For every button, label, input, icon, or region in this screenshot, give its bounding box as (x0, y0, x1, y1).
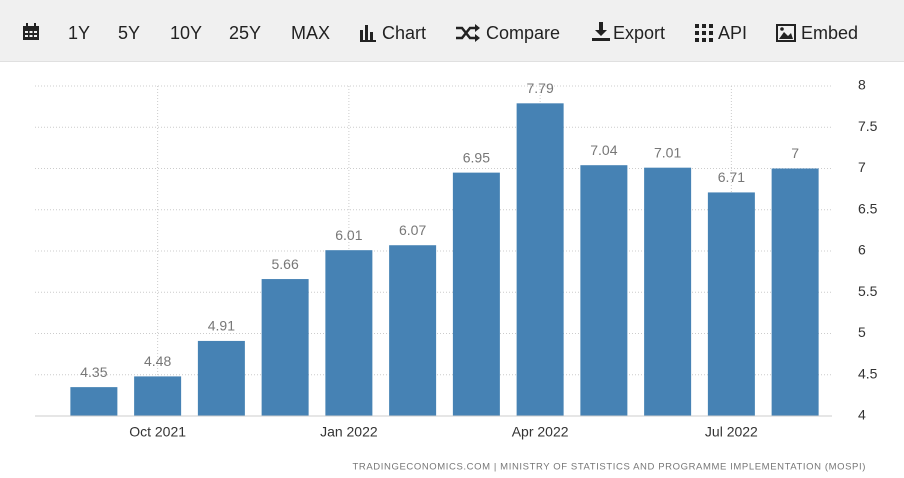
range-10y[interactable]: 10Y (170, 23, 203, 43)
bar (134, 376, 182, 416)
bar (70, 387, 118, 416)
bar (707, 192, 755, 416)
embed-button[interactable]: Embed (801, 23, 859, 43)
bar (580, 165, 628, 416)
y-tick-label: 6.5 (858, 200, 878, 216)
range-25y[interactable]: 25Y (229, 23, 262, 43)
value-label: 5.66 (272, 256, 299, 272)
value-label: 6.07 (399, 222, 426, 238)
bar (644, 167, 692, 416)
y-tick-label: 4.5 (858, 365, 878, 381)
value-label: 4.35 (80, 364, 107, 380)
toolbar: 1Y 5Y 10Y 25Y MAX Chart Compare Export A… (0, 0, 904, 62)
compare-button[interactable]: Compare (486, 23, 561, 43)
bar (197, 340, 245, 416)
x-tick-label: Jan 2022 (320, 424, 378, 440)
value-label: 7 (791, 145, 799, 161)
range-1y[interactable]: 1Y (68, 23, 91, 43)
y-tick-label: 6 (858, 242, 866, 258)
range-5y[interactable]: 5Y (118, 23, 141, 43)
value-label: 4.91 (208, 318, 235, 334)
x-tick-label: Jul 2022 (705, 424, 758, 440)
export-icon[interactable] (592, 22, 610, 42)
y-tick-label: 5 (858, 324, 866, 340)
value-label: 6.01 (335, 227, 362, 243)
y-tick-label: 8 (858, 77, 866, 93)
y-tick-label: 7 (858, 159, 866, 175)
value-label: 7.01 (654, 144, 681, 160)
source-note: TRADINGECONOMICS.COM | MINISTRY OF STATI… (353, 462, 867, 473)
bar (389, 245, 437, 416)
value-label: 7.04 (590, 142, 617, 158)
y-tick-label: 4 (858, 407, 866, 423)
export-button[interactable]: Export (613, 23, 666, 43)
bar (771, 168, 819, 416)
bar (516, 103, 564, 416)
value-label: 6.95 (463, 149, 490, 165)
value-label: 6.71 (718, 169, 745, 185)
bar (261, 279, 309, 416)
embed-icon[interactable] (776, 24, 796, 42)
y-tick-label: 5.5 (858, 283, 878, 299)
api-button[interactable]: API (718, 23, 748, 43)
chart-icon[interactable] (360, 24, 378, 42)
x-tick-label: Apr 2022 (512, 424, 569, 440)
bar (452, 172, 500, 416)
calendar-icon[interactable] (22, 23, 40, 41)
bar (325, 250, 373, 416)
compare-icon[interactable] (456, 24, 480, 42)
value-label: 7.79 (527, 80, 554, 96)
y-tick-label: 7.5 (858, 118, 878, 134)
chart-button[interactable]: Chart (382, 23, 427, 43)
x-tick-label: Oct 2021 (129, 424, 186, 440)
api-icon[interactable] (695, 24, 713, 42)
range-max[interactable]: MAX (291, 23, 331, 43)
value-label: 4.48 (144, 353, 171, 369)
